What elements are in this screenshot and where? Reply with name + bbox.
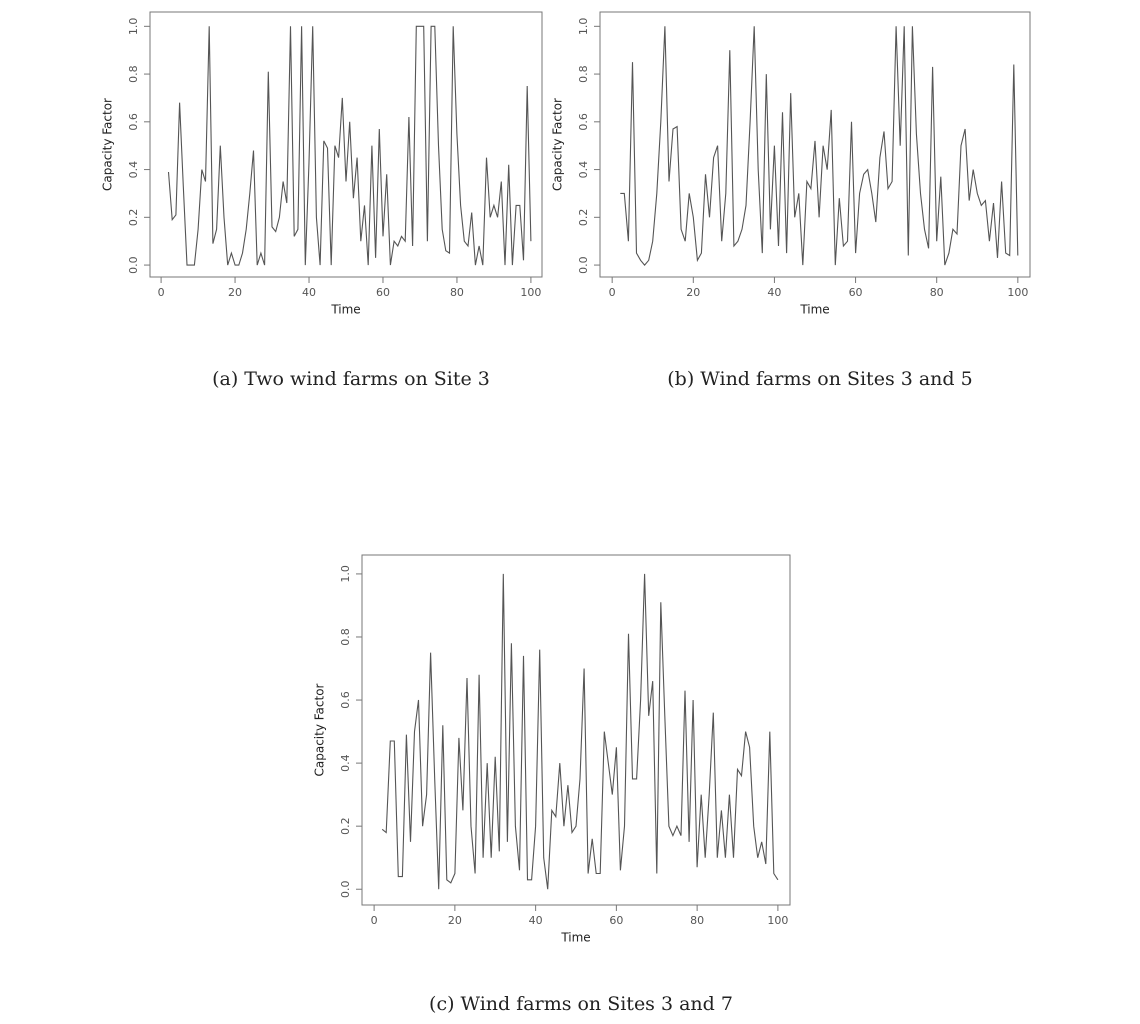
- x-tick-label: 100: [520, 286, 541, 299]
- x-tick-label: 20: [228, 286, 242, 299]
- plot-frame: [599, 11, 1031, 278]
- y-tick-label: 1.0: [577, 18, 590, 36]
- y-tick-label: 0.8: [339, 628, 352, 646]
- y-axis-title: Capacity Factor: [313, 683, 327, 776]
- y-axis-title: Capacity Factor: [551, 98, 565, 191]
- series-line: [381, 573, 779, 890]
- plot-frame: [361, 554, 791, 906]
- x-tick-label: 60: [849, 286, 863, 299]
- y-tick-label: 0.4: [127, 161, 140, 179]
- y-tick-label: 0.0: [577, 256, 590, 274]
- y-tick-label: 0.0: [127, 256, 140, 274]
- x-tick-label: 60: [609, 914, 623, 927]
- x-tick-label: 0: [609, 286, 616, 299]
- y-tick-label: 0.8: [577, 65, 590, 83]
- x-tick-label: 0: [158, 286, 165, 299]
- y-tick-label: 1.0: [127, 18, 140, 36]
- caption: (b) Wind farms on Sites 3 and 5: [667, 368, 972, 390]
- x-tick-label: 40: [529, 914, 543, 927]
- x-tick-label: 100: [1007, 286, 1028, 299]
- x-tick-label: 100: [767, 914, 788, 927]
- x-axis-title: Time: [560, 931, 590, 945]
- y-tick-label: 0.2: [577, 209, 590, 227]
- x-tick-label: 20: [448, 914, 462, 927]
- y-axis-title: Capacity Factor: [101, 98, 115, 191]
- x-tick-label: 20: [686, 286, 700, 299]
- x-tick-label: 40: [767, 286, 781, 299]
- y-tick-label: 0.2: [127, 209, 140, 227]
- y-tick-label: 0.2: [339, 817, 352, 835]
- x-tick-label: 0: [371, 914, 378, 927]
- series-line: [620, 26, 1019, 266]
- y-tick-label: 0.0: [339, 880, 352, 898]
- y-tick-label: 0.6: [127, 113, 140, 131]
- x-tick-label: 80: [930, 286, 944, 299]
- x-tick-label: 60: [376, 286, 390, 299]
- y-tick-label: 0.8: [127, 65, 140, 83]
- y-tick-label: 0.6: [577, 113, 590, 131]
- series-line: [167, 25, 532, 266]
- y-tick-label: 1.0: [339, 565, 352, 583]
- y-tick-label: 0.4: [577, 161, 590, 179]
- x-tick-label: 40: [302, 286, 316, 299]
- x-tick-label: 80: [450, 286, 464, 299]
- caption: (c) Wind farms on Sites 3 and 7: [429, 993, 733, 1015]
- plot-frame: [149, 11, 543, 278]
- y-tick-label: 0.6: [339, 691, 352, 709]
- x-axis-title: Time: [330, 303, 360, 317]
- x-axis-title: Time: [799, 303, 829, 317]
- y-tick-label: 0.4: [339, 754, 352, 772]
- caption: (a) Two wind farms on Site 3: [212, 368, 490, 390]
- x-tick-label: 80: [690, 914, 704, 927]
